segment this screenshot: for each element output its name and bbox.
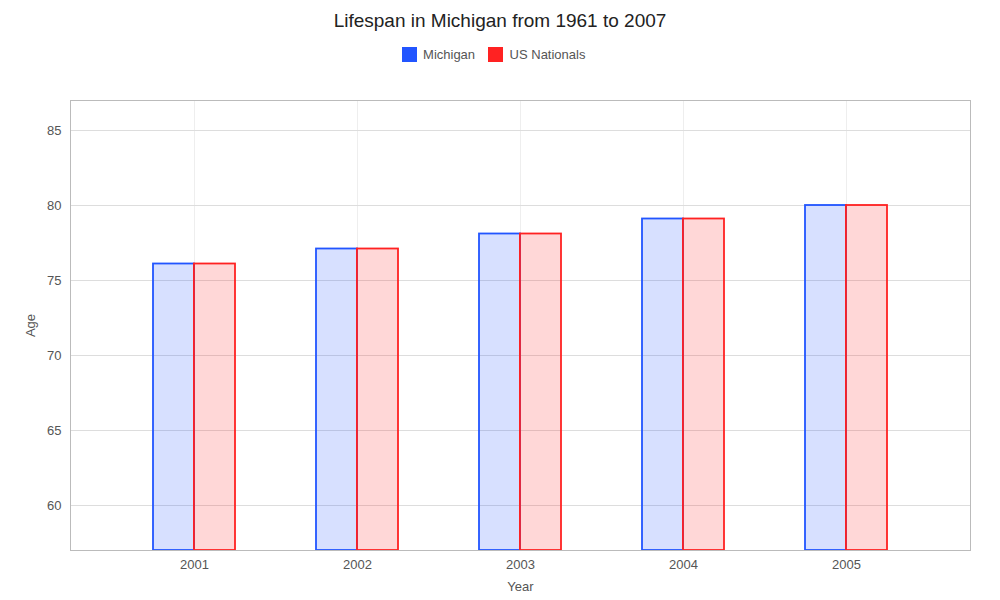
svg-text:2001: 2001 (180, 556, 209, 571)
svg-text:70: 70 (47, 347, 61, 362)
html-text:Lifespan in Michigan from 1961: Lifespan in Michigan from 1961 to 2007 (333, 10, 667, 31)
html-text:US Nationals: US Nationals (509, 47, 586, 62)
svg-text:60: 60 (47, 497, 61, 512)
svg-text:Year: Year (507, 578, 534, 593)
svg-text:75: 75 (47, 272, 61, 287)
html-text:Michigan: Michigan (423, 47, 476, 62)
svg-text:2004: 2004 (669, 556, 698, 571)
svg-text:65: 65 (47, 422, 61, 437)
svg-text:2005: 2005 (832, 556, 861, 571)
svg-text:85: 85 (47, 122, 61, 137)
svg-text:2003: 2003 (506, 556, 535, 571)
svg-text:80: 80 (47, 197, 61, 212)
svg-text:2002: 2002 (343, 556, 372, 571)
svg-text:Age: Age (23, 313, 38, 336)
